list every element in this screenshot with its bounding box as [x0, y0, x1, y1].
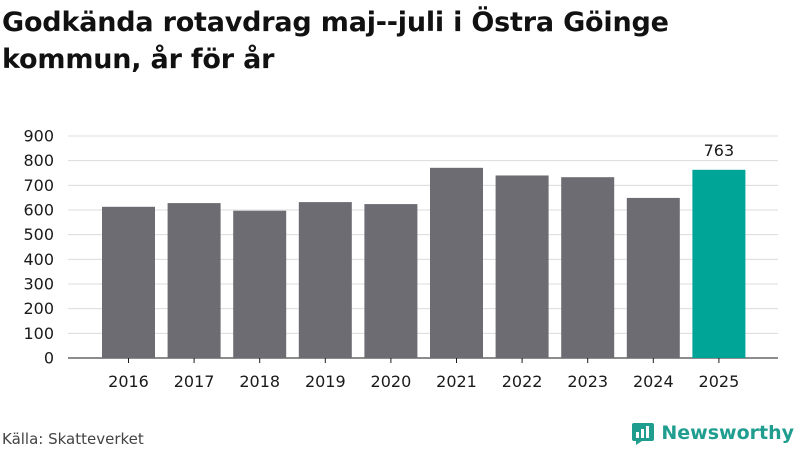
bar-2024	[626, 197, 680, 358]
x-tick-label: 2020	[371, 372, 412, 391]
x-tick-label: 2016	[108, 372, 149, 391]
y-tick-label: 500	[23, 225, 54, 244]
y-axis-ticks: 0 100 200 300 400 500 600 700 800 900	[23, 127, 54, 368]
chart-title: Godkända rotavdrag maj--juli i Östra Göi…	[2, 7, 669, 75]
y-tick-label: 400	[23, 250, 54, 269]
bar-2022	[495, 175, 549, 358]
bar-2016	[102, 206, 155, 358]
x-tick-label: 2022	[502, 372, 543, 391]
x-tick-label: 2017	[174, 372, 215, 391]
x-tick-label: 2018	[239, 372, 280, 391]
x-tick-label: 2019	[305, 372, 346, 391]
newsworthy-logo-icon	[632, 423, 655, 445]
x-tick-label: 2021	[436, 372, 477, 391]
y-tick-label: 200	[23, 299, 54, 318]
y-tick-label: 600	[23, 201, 54, 220]
bars	[102, 167, 746, 358]
y-tick-label: 900	[23, 127, 54, 146]
x-tick-label: 2025	[699, 372, 740, 391]
bar-2021	[430, 167, 483, 358]
bar-2020	[364, 204, 418, 358]
bar-2017	[167, 203, 221, 358]
bar-2019	[298, 202, 352, 358]
y-tick-label: 700	[23, 176, 54, 195]
brand: Newsworthy	[631, 420, 794, 446]
y-tick-label: 0	[44, 349, 54, 368]
x-tick-label: 2024	[633, 372, 674, 391]
bar-2025	[692, 169, 746, 358]
bar-2023	[561, 177, 615, 358]
x-axis-ticks: 2016 2017 2018 2019 2020 2021 2022 2023 2024 2025	[108, 358, 739, 391]
y-tick-label: 100	[23, 324, 54, 343]
y-tick-label: 800	[23, 151, 54, 170]
brand-name: Newsworthy	[661, 422, 794, 444]
x-tick-label: 2023	[567, 372, 608, 391]
bar-2018	[233, 210, 287, 358]
data-label-2025: 763	[704, 141, 735, 160]
y-tick-label: 300	[23, 275, 54, 294]
data-labels: 763	[704, 141, 735, 160]
source-note: Källa: Skatteverket	[2, 430, 144, 448]
